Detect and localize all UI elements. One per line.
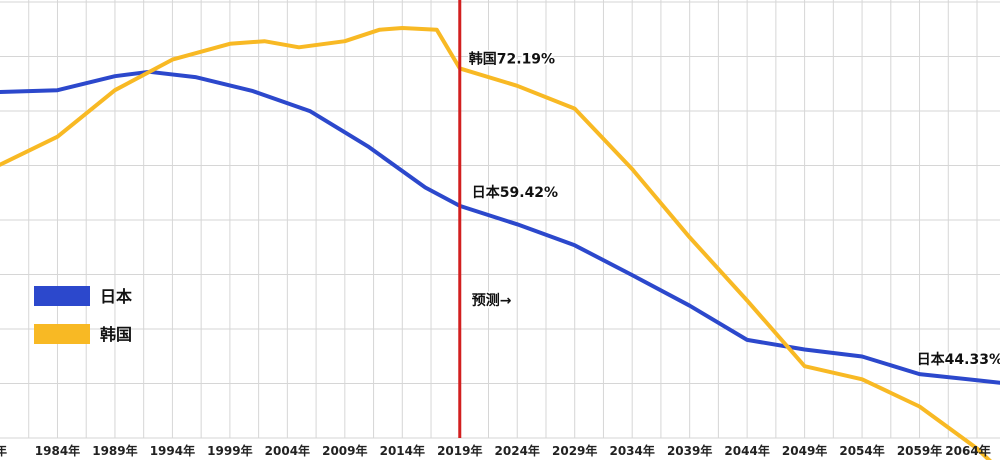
- x-tick-label: 2039年: [667, 443, 712, 458]
- legend-swatch-0: [34, 286, 90, 306]
- x-tick-label: 1999年: [207, 443, 252, 458]
- x-tick-label: 1984年: [35, 443, 80, 458]
- legend-label-1: 韩国: [100, 325, 132, 344]
- x-tick-label: 1989年: [92, 443, 137, 458]
- x-tick-label: 2019年: [437, 443, 482, 458]
- x-tick-label: 2034年: [609, 443, 654, 458]
- x-tick-label: 2004年: [265, 443, 310, 458]
- x-axis-ticks: 年 1984年 1989年 1994年 1999年 2004年 2009年 2014年 2019…: [0, 443, 991, 458]
- forecast-label: 预测→: [472, 292, 512, 309]
- annotation-layer: 韩国72.19%日本59.42%日本44.33%韩国39.12%: [467, 49, 1000, 370]
- annotation-label-0: 韩国72.19%: [469, 50, 555, 67]
- x-tick-label: 1994年: [150, 443, 195, 458]
- x-tick-label: 2029年: [552, 443, 597, 458]
- x-tick-label-cut: 年: [0, 443, 7, 458]
- x-tick-label: 2064年: [945, 443, 990, 458]
- series-layer: [0, 26, 1000, 460]
- x-tick-label: 2059年: [897, 443, 942, 458]
- x-tick-label: 2014年: [380, 443, 425, 458]
- x-tick-label: 2054年: [839, 443, 884, 458]
- annotation-label-2: 日本44.33%: [917, 351, 1000, 368]
- series-line-0: [0, 69, 1000, 385]
- x-tick-label: 2009年: [322, 443, 367, 458]
- series-line-1: [0, 26, 992, 460]
- x-tick-label: 2044年: [724, 443, 769, 458]
- annotation-label-1: 日本59.42%: [472, 184, 558, 201]
- x-tick-label: 2049年: [782, 443, 827, 458]
- legend-label-0: 日本: [100, 287, 132, 306]
- legend-swatch-1: [34, 324, 90, 344]
- x-tick-label: 2024年: [495, 443, 540, 458]
